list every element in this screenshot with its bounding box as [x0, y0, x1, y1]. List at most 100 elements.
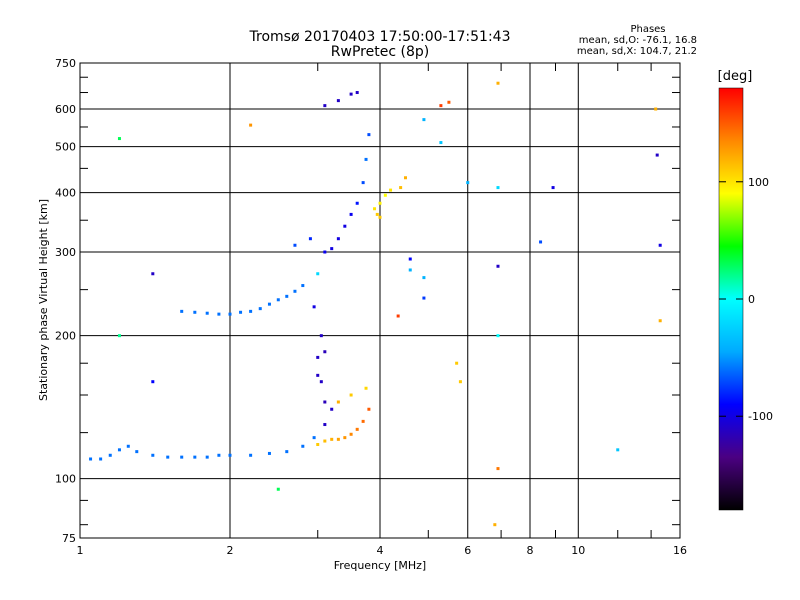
x-tick-label: 10 — [571, 544, 585, 557]
data-point — [367, 133, 371, 137]
data-point — [151, 453, 155, 457]
data-point — [323, 350, 327, 354]
data-point — [319, 334, 323, 338]
data-point — [89, 457, 93, 461]
data-point — [361, 419, 365, 423]
data-point — [422, 118, 426, 122]
data-point — [316, 443, 320, 447]
data-point — [193, 310, 197, 314]
data-point — [166, 455, 170, 459]
y-tick-label: 300 — [55, 246, 76, 259]
data-point — [551, 186, 555, 190]
data-point — [375, 212, 379, 216]
data-point — [349, 432, 353, 436]
data-point — [330, 247, 334, 251]
data-point — [466, 181, 470, 185]
data-point — [323, 439, 327, 443]
data-point — [658, 319, 662, 323]
y-axis-label: Stationary phase Virtual Height [km] — [37, 199, 50, 401]
data-point — [616, 448, 620, 452]
data-point — [455, 361, 459, 365]
data-point — [312, 436, 316, 440]
data-point — [258, 307, 262, 311]
x-tick-label: 8 — [527, 544, 534, 557]
data-point — [330, 437, 334, 441]
y-tick-label: 500 — [55, 141, 76, 154]
data-point — [249, 453, 253, 457]
data-point — [193, 455, 197, 459]
data-point — [205, 311, 209, 315]
chart-subtitle: RwPretec (8p) — [331, 44, 429, 60]
data-point — [361, 181, 365, 185]
data-point — [655, 153, 659, 157]
data-point — [323, 423, 327, 427]
data-point — [249, 309, 253, 313]
data-point — [658, 243, 662, 247]
data-point — [389, 188, 393, 192]
data-point — [301, 284, 305, 288]
x-tick-label: 2 — [227, 544, 234, 557]
data-point — [439, 104, 443, 108]
data-point — [276, 487, 280, 491]
data-point — [364, 386, 368, 390]
y-axis-ticks: 75 100 200 300 400 500 600 750 — [55, 57, 680, 545]
data-point — [135, 450, 139, 454]
x-tick-label: 16 — [673, 544, 687, 557]
data-point — [539, 240, 543, 244]
data-point — [316, 355, 320, 359]
grid — [79, 62, 681, 539]
data-point — [126, 444, 130, 448]
data-point — [496, 467, 500, 471]
data-point — [378, 215, 382, 219]
phases-x-stats: mean, sd,X: 104.7, 21.2 — [577, 46, 697, 57]
data-point — [293, 243, 297, 247]
data-point — [316, 373, 320, 377]
data-point — [117, 334, 121, 338]
data-point — [349, 212, 353, 216]
data-point — [249, 123, 253, 127]
data-point — [367, 407, 371, 411]
data-point — [151, 272, 155, 276]
data-point — [285, 294, 289, 298]
data-point — [343, 224, 347, 228]
data-point — [323, 104, 327, 108]
data-point — [408, 268, 412, 272]
data-point — [180, 309, 184, 313]
data-point — [496, 186, 500, 190]
data-point — [355, 91, 359, 95]
data-point — [117, 448, 121, 452]
data-point — [180, 455, 184, 459]
data-point — [458, 380, 462, 384]
data-point — [323, 400, 327, 404]
data-point — [496, 264, 500, 268]
data-point — [349, 393, 353, 397]
colorbar-tick-label: 100 — [748, 176, 769, 189]
data-point — [239, 310, 243, 314]
colorbar-tick-label: 0 — [748, 293, 755, 306]
x-tick-label: 1 — [77, 544, 84, 557]
data-point — [217, 312, 221, 316]
colorbar-tick-label: -100 — [748, 410, 773, 423]
data-point — [316, 272, 320, 276]
data-point — [396, 314, 400, 318]
data-point — [336, 400, 340, 404]
data-point — [355, 427, 359, 431]
data-point — [336, 437, 340, 441]
data-point — [312, 305, 316, 309]
data-point — [319, 380, 323, 384]
x-axis-ticks: 1 2 4 6 8 10 16 — [77, 63, 687, 557]
data-point — [108, 453, 112, 457]
data-point — [383, 193, 387, 197]
data-point — [496, 81, 500, 85]
data-point — [151, 380, 155, 384]
data-point — [336, 237, 340, 241]
data-point — [267, 302, 271, 306]
data-point — [217, 453, 221, 457]
data-point — [301, 444, 305, 448]
phases-o-stats: mean, sd,O: -76.1, 16.8 — [579, 35, 697, 46]
data-points — [89, 81, 662, 527]
data-point — [378, 201, 382, 205]
data-point — [422, 296, 426, 300]
data-point — [267, 451, 271, 455]
